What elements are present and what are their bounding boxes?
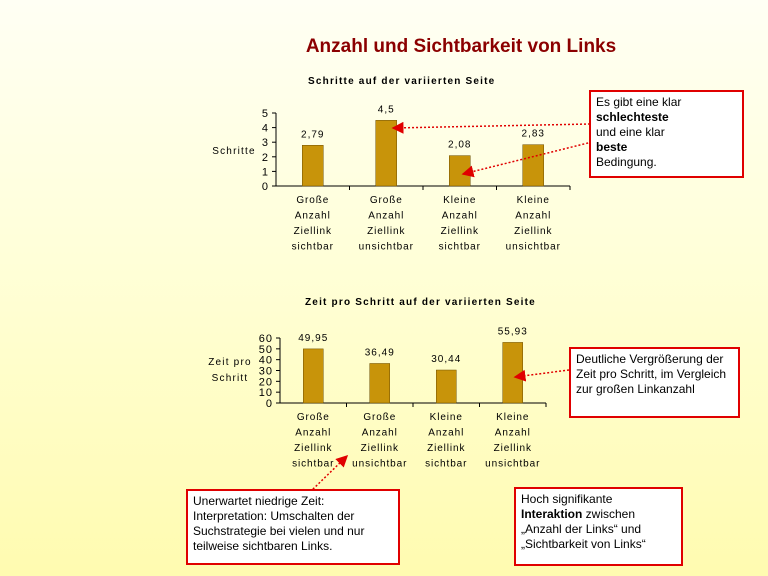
y-axis-label: Zeit pro xyxy=(208,357,252,368)
y-axis-label: Schritt xyxy=(212,373,249,384)
callout-unexpected-low-time: Unerwartet niedrige Zeit: Interpretation… xyxy=(186,489,400,565)
bar xyxy=(302,145,324,187)
y-tick-label: 50 xyxy=(259,344,273,356)
chart-2-title: Zeit pro Schritt auf der variierten Seit… xyxy=(305,297,536,308)
arrow-to-worst-bar xyxy=(391,121,591,134)
data-label: 4,5 xyxy=(378,104,395,115)
category-label: Große xyxy=(297,412,330,423)
y-tick-label: 20 xyxy=(259,376,273,388)
y-tick-label: 30 xyxy=(259,366,273,378)
category-label: Ziellink xyxy=(361,443,399,454)
y-tick-label: 40 xyxy=(259,355,273,367)
category-label: Kleine xyxy=(430,412,463,423)
category-label: Anzahl xyxy=(515,211,551,222)
callout-2-text: Deutliche Vergrößerung der Zeit pro Schr… xyxy=(576,352,727,396)
category-label: Große xyxy=(363,412,396,423)
bar xyxy=(522,144,544,187)
y-tick-label: 60 xyxy=(259,333,273,345)
category-label: Ziellink xyxy=(294,226,332,237)
category-label: Ziellink xyxy=(514,226,552,237)
callout-1-bold2: beste xyxy=(596,140,628,154)
y-tick-label: 0 xyxy=(266,398,273,410)
category-label: Ziellink xyxy=(367,226,405,237)
category-label: Ziellink xyxy=(441,226,479,237)
category-label: Anzahl xyxy=(495,428,531,439)
y-tick-label: 4 xyxy=(262,123,269,135)
category-label: sichtbar xyxy=(425,459,467,470)
y-tick-label: 2 xyxy=(262,152,269,164)
y-tick-label: 3 xyxy=(262,137,269,149)
category-label: Anzahl xyxy=(362,428,398,439)
bar xyxy=(369,363,390,404)
data-label: 2,79 xyxy=(301,129,324,140)
callout-4-line3: „Sichtbarkeit von Links“ xyxy=(521,537,646,551)
callout-4-line2: „Anzahl der Links“ und xyxy=(521,522,642,536)
data-label: 36,49 xyxy=(365,347,395,358)
callout-time-increase: Deutliche Vergrößerung der Zeit pro Schr… xyxy=(569,347,740,418)
category-label: Ziellink xyxy=(427,443,465,454)
callout-1-line3: Bedingung. xyxy=(596,155,657,169)
data-label: 2,83 xyxy=(522,129,545,140)
data-label: 49,95 xyxy=(298,333,328,344)
arrow-to-best-bar xyxy=(461,141,593,178)
callout-4-line1: Hoch signifikante xyxy=(521,492,613,506)
callout-1-line2: und eine klar xyxy=(596,125,665,139)
callout-4-line1b: Interaktion zwischen xyxy=(521,507,636,521)
chart-1-title: Schritte auf der variierten Seite xyxy=(308,76,496,87)
callout-1-bold1: schlechteste xyxy=(596,110,669,124)
data-label: 30,44 xyxy=(431,354,461,365)
category-label: Anzahl xyxy=(368,211,404,222)
category-label: Ziellink xyxy=(494,443,532,454)
bar xyxy=(436,369,457,404)
category-label: unsichtbar xyxy=(485,459,540,470)
bar xyxy=(303,348,324,404)
category-label: Kleine xyxy=(496,412,529,423)
category-label: sichtbar xyxy=(292,242,334,253)
category-label: Kleine xyxy=(517,195,550,206)
bar xyxy=(375,120,397,187)
category-label: Anzahl xyxy=(295,428,331,439)
y-axis-label: Schritte xyxy=(212,146,256,157)
y-tick-label: 1 xyxy=(262,166,269,178)
category-label: unsichtbar xyxy=(359,242,414,253)
category-label: Große xyxy=(296,195,329,206)
slide-title: Anzahl und Sichtbarkeit von Links xyxy=(305,36,617,57)
y-tick-label: 10 xyxy=(259,387,273,399)
callout-1-line1: Es gibt eine klar xyxy=(596,95,682,109)
data-label: 2,08 xyxy=(448,140,471,151)
category-label: sichtbar xyxy=(292,459,334,470)
callout-3-text: Unerwartet niedrige Zeit: Interpretation… xyxy=(193,494,365,553)
category-label: sichtbar xyxy=(439,242,481,253)
arrow-to-low-time xyxy=(309,454,349,493)
callout-interaction: Hoch signifikante Interaktion zwischen „… xyxy=(514,487,683,566)
arrow-to-time-increase xyxy=(513,369,570,382)
data-label: 55,93 xyxy=(498,326,528,337)
y-tick-label: 5 xyxy=(262,108,269,120)
category-label: Große xyxy=(370,195,403,206)
callout-worst-best: Es gibt eine klar schlechteste und eine … xyxy=(589,90,744,178)
category-label: Anzahl xyxy=(442,211,478,222)
category-label: Anzahl xyxy=(295,211,331,222)
category-label: Kleine xyxy=(443,195,476,206)
category-label: Ziellink xyxy=(294,443,332,454)
category-label: Anzahl xyxy=(428,428,464,439)
y-tick-label: 0 xyxy=(262,181,269,193)
category-label: unsichtbar xyxy=(506,242,561,253)
category-label: unsichtbar xyxy=(352,459,407,470)
